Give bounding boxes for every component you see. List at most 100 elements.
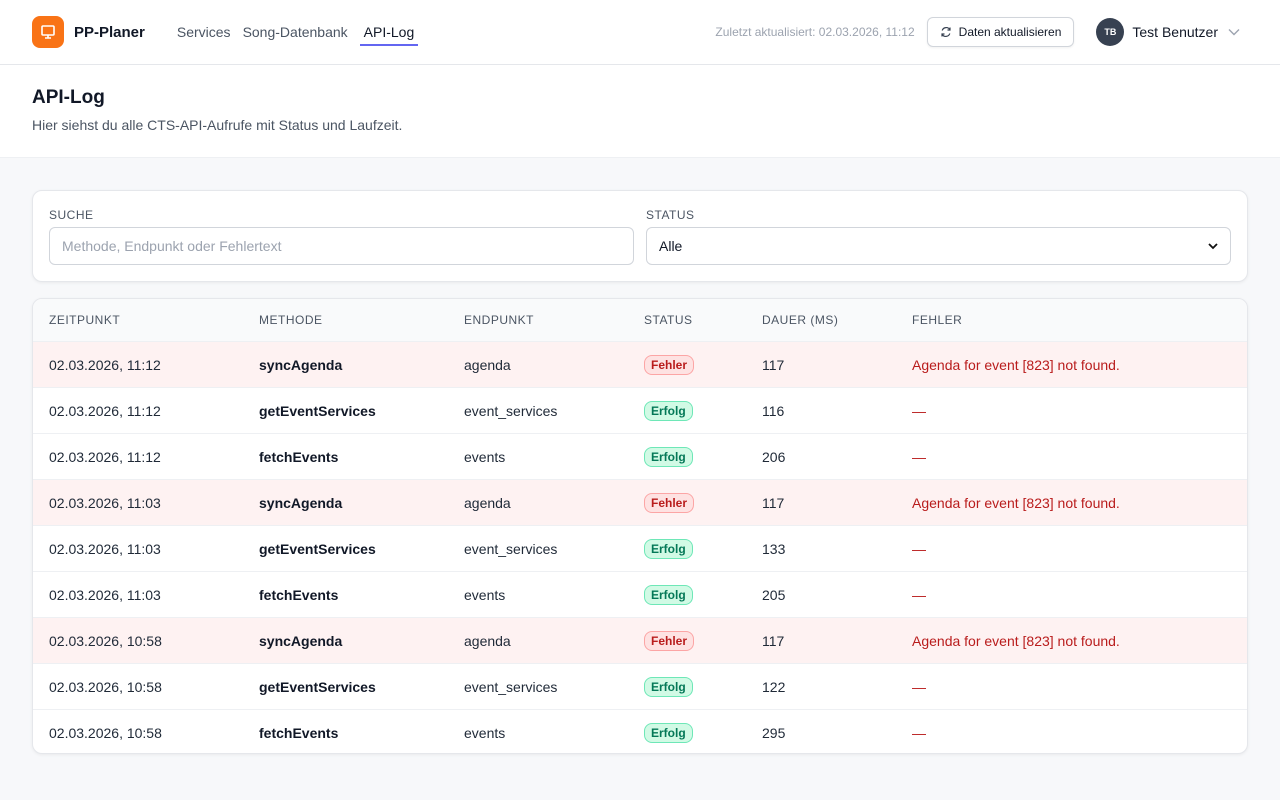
- endpoint: event_services: [464, 540, 558, 557]
- status-badge: Fehler: [644, 354, 695, 375]
- timestamp: 02.03.2026, 11:12: [49, 448, 161, 465]
- table-cell: Erfolg: [644, 572, 693, 617]
- table-header: ZEITPUNKT METHODE ENDPUNKT STATUS DAUER (MS)…: [33, 299, 1247, 341]
- duration: 206: [762, 448, 786, 465]
- filter-card: SUCHE Methode, Endpunkt oder Fehlertext …: [32, 190, 1248, 282]
- top-bar: PP-Planer Services Song-Datenbank API-Lo…: [0, 0, 1280, 65]
- table-row[interactable]: 02.03.2026, 10:58 fetchEvents events Erfolg…: [33, 709, 1247, 753]
- method: syncAgenda: [259, 356, 343, 373]
- column-header: ENDPUNKT: [464, 313, 535, 327]
- table-cell: Fehler: [644, 618, 695, 663]
- endpoint: agenda: [464, 632, 511, 649]
- nav-link[interactable]: Song-Datenbank: [242, 24, 348, 40]
- duration: 117: [762, 356, 785, 373]
- duration: 133: [762, 540, 786, 557]
- timestamp: 02.03.2026, 11:03: [49, 494, 161, 511]
- table-row[interactable]: 02.03.2026, 11:03 fetchEvents events Erfolg…: [33, 571, 1247, 617]
- column-header: STATUS: [644, 313, 693, 327]
- user-menu-chevron[interactable]: [1228, 28, 1240, 36]
- table-cell: fetchEvents: [259, 572, 338, 617]
- error-text: —: [912, 724, 926, 741]
- table-cell: fetchEvents: [259, 434, 338, 479]
- endpoint: event_services: [464, 678, 558, 695]
- timestamp: 02.03.2026, 10:58: [49, 678, 162, 695]
- logo[interactable]: [32, 16, 64, 48]
- table-cell: —: [912, 710, 926, 753]
- table-row[interactable]: 02.03.2026, 11:12 getEventServices event_s…: [33, 387, 1247, 433]
- column-header: FEHLER: [912, 313, 963, 327]
- table-cell: 02.03.2026, 11:03: [49, 480, 161, 525]
- table-cell: Fehler: [644, 480, 695, 525]
- column-header: METHODE: [259, 313, 323, 327]
- error-text: Agenda for event [823] not found.: [912, 494, 1120, 511]
- table-cell: Erfolg: [644, 664, 693, 709]
- nav-link[interactable]: Services: [176, 24, 231, 40]
- table-cell: Erfolg: [644, 710, 693, 753]
- timestamp: 02.03.2026, 11:12: [49, 356, 161, 373]
- table-cell: getEventServices: [259, 526, 376, 571]
- endpoint: agenda: [464, 356, 511, 373]
- table-cell: 295: [762, 710, 786, 753]
- table-row[interactable]: 02.03.2026, 11:12 fetchEvents events Erfolg…: [33, 433, 1247, 479]
- error-text: —: [912, 678, 926, 695]
- method: fetchEvents: [259, 586, 339, 603]
- status-badge: Erfolg: [644, 722, 693, 743]
- table-cell: fetchEvents: [259, 710, 339, 753]
- endpoint: events: [464, 586, 506, 603]
- table-cell: events: [464, 572, 505, 617]
- table-cell: Agenda for event [823] not found.: [912, 342, 1120, 387]
- table-cell: 116: [762, 388, 784, 433]
- app-name[interactable]: PP-Planer: [74, 23, 145, 41]
- status-badge: Erfolg: [644, 584, 693, 605]
- table-row[interactable]: 02.03.2026, 10:58 getEventServices event_s…: [33, 663, 1247, 709]
- timestamp: 02.03.2026, 11:12: [49, 402, 161, 419]
- error-text: —: [912, 402, 926, 419]
- avatar[interactable]: TB: [1096, 18, 1125, 46]
- method: syncAgenda: [259, 632, 343, 649]
- duration: 117: [762, 494, 785, 511]
- table-cell: 02.03.2026, 11:03: [49, 526, 161, 571]
- table-cell: —: [912, 664, 926, 709]
- endpoint: events: [464, 724, 506, 741]
- status-badge: Fehler: [644, 630, 695, 651]
- table-cell: Erfolg: [644, 434, 693, 479]
- endpoint: events: [464, 448, 506, 465]
- table-cell: 02.03.2026, 10:58: [49, 710, 162, 753]
- table-cell: Agenda for event [823] not found.: [912, 618, 1120, 663]
- table-cell: 02.03.2026, 10:58: [49, 618, 162, 663]
- column-header: DAUER (MS): [762, 313, 839, 327]
- refresh-label: Daten aktualisieren: [958, 25, 1062, 39]
- error-text: —: [912, 586, 926, 603]
- status-value: Alle: [659, 238, 683, 254]
- table-row[interactable]: 02.03.2026, 11:03 getEventServices event_s…: [33, 525, 1247, 571]
- table-cell: getEventServices: [259, 388, 376, 433]
- status-badge: Erfolg: [644, 676, 693, 697]
- status-select[interactable]: Alle: [646, 227, 1231, 265]
- select-chevron: [1208, 242, 1218, 249]
- nav-link[interactable]: API-Log: [359, 18, 419, 46]
- table-row[interactable]: 02.03.2026, 11:12 syncAgenda agenda Fehler 1…: [33, 341, 1247, 387]
- user-name[interactable]: Test Benutzer: [1132, 24, 1218, 40]
- method: getEventServices: [259, 540, 376, 557]
- method: fetchEvents: [259, 724, 339, 741]
- duration: 295: [762, 724, 786, 741]
- logo-icon: [41, 25, 55, 39]
- table-cell: 117: [762, 618, 784, 663]
- table-cell: agenda: [464, 618, 511, 663]
- refresh-button[interactable]: Daten aktualisieren: [926, 17, 1075, 47]
- table-cell: syncAgenda: [259, 342, 342, 387]
- timestamp: 02.03.2026, 10:58: [49, 632, 162, 649]
- timestamp: 02.03.2026, 11:03: [49, 540, 161, 557]
- duration: 205: [762, 586, 786, 603]
- table-cell: 02.03.2026, 11:03: [49, 572, 161, 617]
- table-cell: syncAgenda: [259, 480, 342, 525]
- search-input[interactable]: Methode, Endpunkt oder Fehlertext: [49, 227, 634, 265]
- status-badge: Erfolg: [644, 400, 693, 421]
- table-row[interactable]: 02.03.2026, 10:58 syncAgenda agenda Fehler 1…: [33, 617, 1247, 663]
- table-cell: 02.03.2026, 11:12: [49, 342, 161, 387]
- table-cell: —: [912, 388, 926, 433]
- table-row[interactable]: 02.03.2026, 11:03 syncAgenda agenda Fehler 1…: [33, 479, 1247, 525]
- duration: 122: [762, 678, 786, 695]
- error-text: —: [912, 540, 926, 557]
